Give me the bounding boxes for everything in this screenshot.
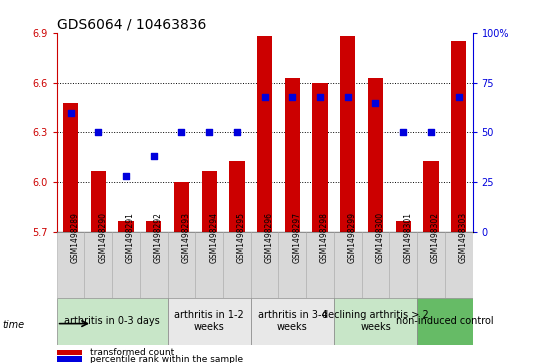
Bar (313, 83, 328, 232)
Text: GSM1498303: GSM1498303 (458, 212, 468, 263)
Point (177, 130, 186, 135)
Point (316, 94, 325, 99)
Point (233, 130, 241, 135)
Text: non-induced control: non-induced control (396, 316, 494, 326)
Point (427, 130, 435, 135)
Bar (146, 221, 161, 232)
Text: GSM1498295: GSM1498295 (237, 212, 246, 263)
Bar (389, 232, 417, 298)
Bar (396, 221, 411, 232)
Bar (417, 298, 472, 345)
Point (66, 110, 75, 115)
Bar (63, 102, 78, 232)
Text: GSM1498296: GSM1498296 (265, 212, 274, 263)
Text: GSM1498292: GSM1498292 (154, 212, 163, 263)
Bar (368, 78, 383, 232)
Point (371, 99, 380, 105)
Bar (195, 232, 223, 298)
Text: GSM1498291: GSM1498291 (126, 212, 135, 263)
Bar (230, 161, 245, 232)
Bar (279, 232, 306, 298)
Text: time: time (3, 320, 25, 330)
Text: percentile rank within the sample: percentile rank within the sample (90, 355, 243, 363)
Bar (112, 232, 140, 298)
Bar (257, 36, 272, 232)
Bar (140, 232, 167, 298)
Text: GSM1498300: GSM1498300 (375, 212, 384, 263)
Bar (57, 298, 167, 345)
Text: arthritis in 3-4
weeks: arthritis in 3-4 weeks (258, 310, 327, 332)
Point (205, 130, 213, 135)
Text: arthritis in 1-2
weeks: arthritis in 1-2 weeks (174, 310, 244, 332)
Point (343, 94, 352, 99)
Bar (84, 232, 112, 298)
Point (288, 94, 296, 99)
Bar (174, 182, 189, 232)
Bar (57, 350, 82, 355)
Bar (91, 171, 106, 232)
Point (150, 154, 158, 159)
Text: GSM1498294: GSM1498294 (209, 212, 218, 263)
Bar (201, 171, 217, 232)
Bar (445, 232, 472, 298)
Bar (167, 298, 251, 345)
Text: transformed count: transformed count (90, 348, 174, 357)
Bar (334, 298, 417, 345)
Text: GSM1498289: GSM1498289 (71, 212, 79, 263)
Bar (167, 232, 195, 298)
Bar (423, 161, 438, 232)
Text: GSM1498299: GSM1498299 (348, 212, 357, 263)
Bar (118, 221, 133, 232)
Bar (57, 356, 82, 362)
Text: GSM1498297: GSM1498297 (292, 212, 301, 263)
Text: GDS6064 / 10463836: GDS6064 / 10463836 (57, 17, 206, 32)
Text: GSM1498293: GSM1498293 (181, 212, 191, 263)
Point (399, 130, 408, 135)
Text: declining arthritis > 2
weeks: declining arthritis > 2 weeks (322, 310, 429, 332)
Bar (223, 232, 251, 298)
Bar (417, 232, 445, 298)
Point (260, 94, 269, 99)
Bar (451, 41, 466, 232)
Text: GSM1498302: GSM1498302 (431, 212, 440, 263)
Bar (251, 232, 279, 298)
Bar (306, 232, 334, 298)
Bar (362, 232, 389, 298)
Point (94, 130, 103, 135)
Bar (251, 298, 334, 345)
Bar (334, 232, 362, 298)
Text: GSM1498290: GSM1498290 (98, 212, 107, 263)
Text: arthritis in 0-3 days: arthritis in 0-3 days (64, 316, 160, 326)
Point (122, 174, 130, 179)
Text: GSM1498301: GSM1498301 (403, 212, 412, 263)
Bar (57, 232, 84, 298)
Bar (285, 78, 300, 232)
Text: GSM1498298: GSM1498298 (320, 212, 329, 263)
Point (454, 94, 463, 99)
Bar (340, 36, 355, 232)
